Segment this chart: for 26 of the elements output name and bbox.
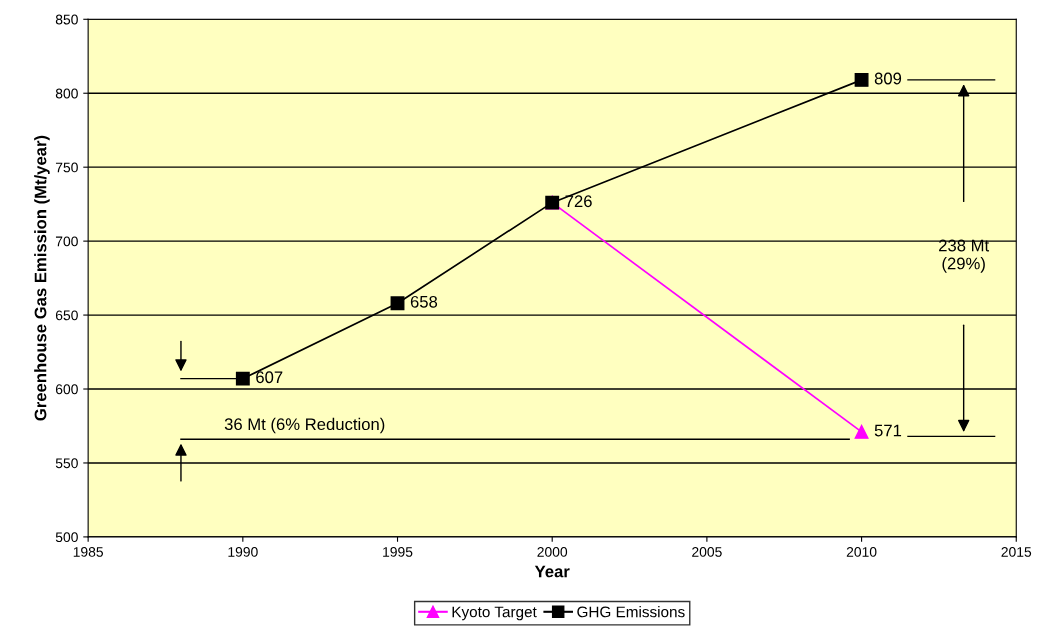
x-tick-label: 1990	[228, 546, 258, 557]
data-label: 809	[874, 72, 902, 85]
data-label: 658	[410, 295, 438, 308]
ref-line-label: 36 Mt (6% Reduction)	[224, 417, 385, 434]
y-tick-label: 750	[55, 162, 78, 173]
y-tick-label: 650	[55, 310, 78, 321]
y-tick-label: 550	[55, 458, 78, 469]
y-tick-label: 600	[55, 384, 78, 395]
y-tick-label: 500	[55, 532, 78, 543]
y-tick-label: 850	[55, 14, 78, 25]
x-tick-label: 2000	[537, 546, 568, 557]
y-tick-label: 800	[55, 88, 78, 99]
legend-label: Kyoto Target	[452, 606, 537, 621]
y-axis-title: Greenhouse Gas Emission (Mt/year)	[34, 135, 50, 421]
x-tick-label: 1995	[383, 546, 413, 557]
x-tick-label: 2015	[1001, 546, 1032, 557]
data-label: 726	[565, 195, 592, 208]
x-axis-title: Year	[534, 565, 570, 578]
data-label: 607	[256, 371, 283, 384]
legend-label: GHG Emissions	[577, 606, 685, 618]
y-tick-label: 700	[55, 236, 78, 247]
x-tick-label: 2010	[846, 546, 877, 557]
data-label: 571	[874, 424, 902, 437]
annotation: 238 Mt (29%)	[939, 239, 990, 273]
x-tick-label: 2005	[692, 546, 722, 557]
x-tick-label: 1985	[73, 546, 104, 557]
